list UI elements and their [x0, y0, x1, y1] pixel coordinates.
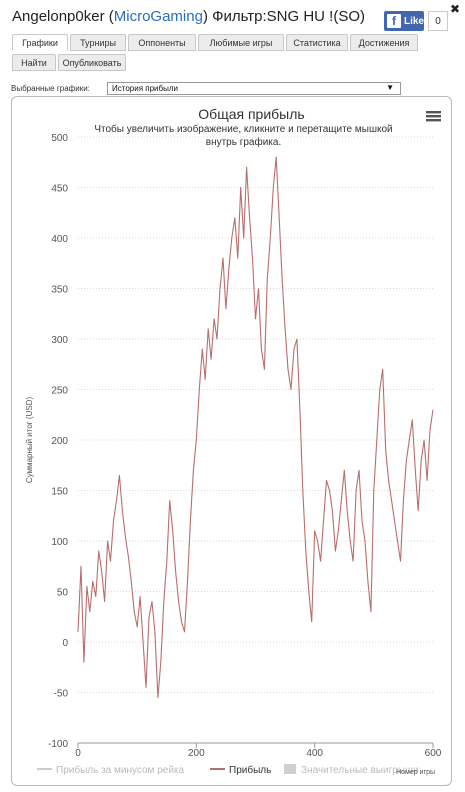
- legend-label-big-wins: Значительные выигрыши: [301, 765, 419, 776]
- tab-tournaments[interactable]: Турниры: [70, 34, 126, 51]
- facebook-icon: f: [387, 14, 401, 28]
- legend-swatch-big-wins: [284, 764, 296, 774]
- y-tick-label--100: -100: [48, 739, 68, 750]
- y-tick-label-50: 50: [57, 588, 69, 599]
- close-paren: ): [202, 8, 208, 25]
- series-line-profit: [77, 156, 434, 699]
- y-tick-label-500: 500: [51, 133, 68, 144]
- menu-icon-bar-2: [426, 115, 441, 118]
- tab-opponents[interactable]: Оппоненты: [128, 34, 196, 51]
- graph-select-value: История прибыли: [112, 84, 178, 93]
- legend-label-profit: Прибыль: [229, 764, 271, 776]
- dropdown-arrow-icon: ▼: [386, 83, 394, 92]
- open-paren: (: [108, 8, 114, 25]
- x-tick-label-200: 200: [188, 748, 205, 759]
- tab-row-1: Графики Турниры Оппоненты Любимые игры С…: [10, 34, 458, 53]
- y-tick-label-300: 300: [51, 335, 68, 346]
- y-tick-label-150: 150: [51, 487, 68, 498]
- chart-subtitle-line-2: внутрь графика.: [206, 136, 281, 148]
- facebook-like-button[interactable]: f Like: [384, 11, 424, 31]
- y-tick-label-400: 400: [51, 234, 68, 245]
- close-icon[interactable]: ✖: [449, 2, 460, 16]
- tab-graphs[interactable]: Графики: [12, 34, 68, 51]
- x-tick-label-400: 400: [306, 748, 323, 759]
- graph-select[interactable]: История прибыли ▼: [107, 82, 401, 95]
- tab-favorite-games[interactable]: Любимые игры: [198, 34, 284, 51]
- tab-publish[interactable]: Опубликовать: [58, 54, 126, 71]
- tab-row-2: Найти Опубликовать: [10, 54, 458, 73]
- legend-label-rake: Прибыль за минусом рейка: [56, 764, 185, 776]
- x-tick-label-0: 0: [75, 748, 81, 759]
- player-name: Angelonp0ker: [12, 8, 105, 25]
- chart-subtitle-line-1: Чтобы увеличить изображение, кликните и …: [94, 123, 392, 135]
- menu-icon-bar-1: [426, 111, 441, 114]
- like-count: 0: [428, 11, 448, 31]
- tab-find[interactable]: Найти: [12, 54, 56, 71]
- tab-achievements[interactable]: Достижения: [350, 34, 418, 51]
- chart-panel: Общая прибыль Чтобы увеличить изображение…: [11, 96, 452, 786]
- filter-label: Фильтр:SNG HU !(SO): [212, 8, 366, 25]
- x-tick-label-600: 600: [425, 748, 442, 759]
- like-label: Like: [403, 15, 424, 27]
- y-axis-label: Суммарный итог (USD): [25, 397, 34, 484]
- tab-bar: Графики Турниры Оппоненты Любимые игры С…: [10, 34, 458, 74]
- menu-icon-bar-3: [426, 119, 441, 122]
- y-tick-label-350: 350: [51, 285, 68, 296]
- y-tick-label-450: 450: [51, 184, 68, 195]
- y-tick-label-0: 0: [62, 638, 68, 649]
- y-tick-label--50: -50: [54, 689, 69, 700]
- x-axis-label: Номер игры: [396, 769, 435, 776]
- y-tick-label-200: 200: [51, 436, 68, 447]
- chart-title: Общая прибыль: [198, 106, 304, 122]
- network-link[interactable]: MicroGaming: [113, 8, 203, 25]
- tab-statistics[interactable]: Статистика: [286, 34, 348, 51]
- y-tick-label-100: 100: [51, 537, 68, 548]
- window-title: Angelonp0ker (MicroGaming) Фильтр:SNG HU…: [12, 8, 365, 25]
- y-tick-label-250: 250: [51, 386, 68, 397]
- graph-select-label: Выбранные графики:: [11, 84, 90, 93]
